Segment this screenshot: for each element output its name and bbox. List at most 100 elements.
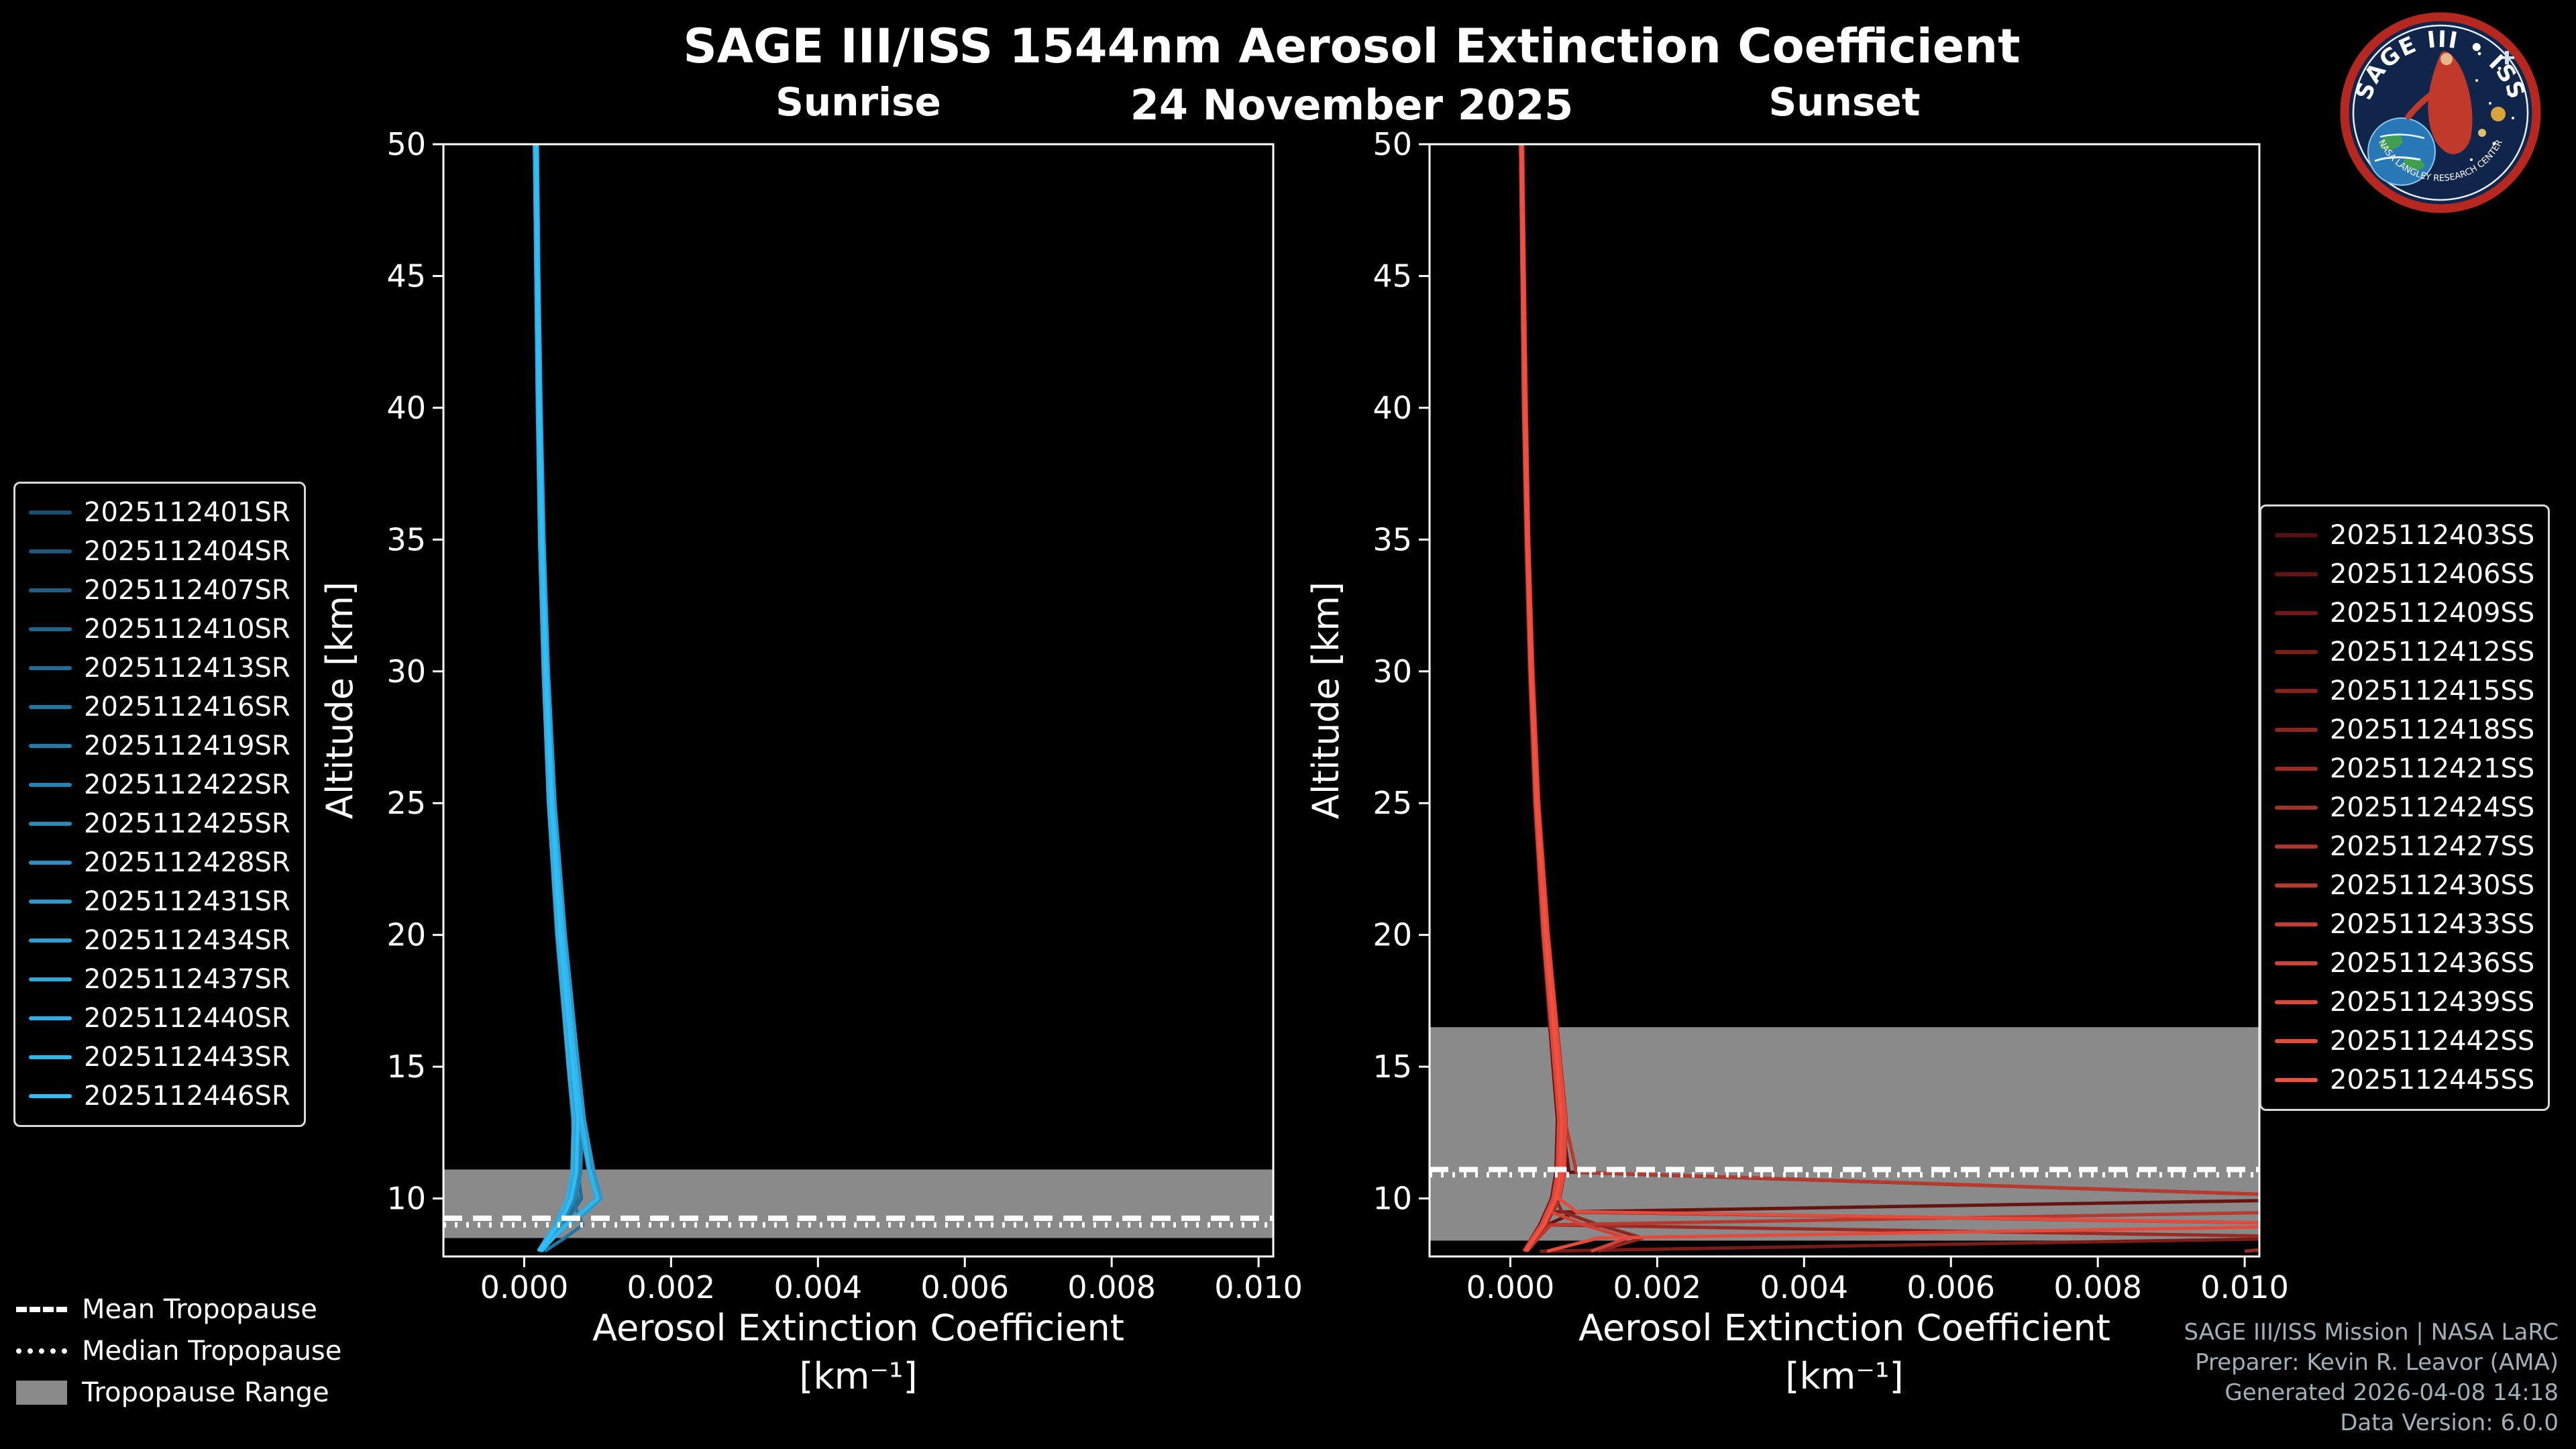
legend-line-swatch: [2275, 533, 2318, 537]
legend-line-swatch: [2275, 922, 2318, 926]
x-tick-label: 0.006: [1907, 1269, 1995, 1305]
legend-item-2025112427SS: 2025112427SS: [2275, 827, 2534, 866]
y-tick-label: 30: [1373, 653, 1412, 690]
x-axis-label: Aerosol Extinction Coefficient: [1578, 1307, 2110, 1349]
legend-line-swatch: [29, 1016, 72, 1020]
legend-line-swatch: [2275, 961, 2318, 965]
legend-line-swatch: [29, 938, 72, 943]
legend-item-2025112424SS: 2025112424SS: [2275, 788, 2534, 827]
robed-figure-icon: [2405, 51, 2473, 154]
legend-line-swatch: [29, 666, 72, 670]
legend-item-label: 2025112413SR: [84, 653, 290, 684]
y-tick-label: 40: [386, 390, 426, 426]
legend-item-label: 2025112419SR: [84, 731, 290, 761]
sunset-plot: 0.000 0.002 0.004 0.006 0.008 0.010 10 15 20 25 30…: [1305, 79, 2289, 1397]
x-tick-label: 0.004: [773, 1269, 862, 1305]
legend-item-2025112415SS: 2025112415SS: [2275, 672, 2534, 710]
legend-line-swatch: [29, 861, 72, 865]
legend-item-2025112421SS: 2025112421SS: [2275, 749, 2534, 788]
legend-item-label: 2025112403SS: [2330, 520, 2535, 551]
median-tropopause-line-icon: [16, 1348, 67, 1354]
legend-item-label: 2025112415SS: [2330, 676, 2535, 706]
legend-line-swatch: [2275, 728, 2318, 732]
legend-line-swatch: [29, 1094, 72, 1098]
legend-item-2025112437SR: 2025112437SR: [29, 960, 290, 999]
logo-badge: SAGE III • ISS NASA LANGLEY RESEARCH CEN…: [2340, 12, 2541, 213]
legend-item-2025112445SS: 2025112445SS: [2275, 1061, 2534, 1099]
y-tick-label: 50: [386, 126, 426, 162]
legend-item-2025112428SR: 2025112428SR: [29, 843, 290, 882]
legend-item-label: 2025112404SR: [84, 536, 290, 567]
figure-title: SAGE III/ISS 1544nm Aerosol Extinction C…: [683, 19, 2021, 74]
legend-item-2025112403SS: 2025112403SS: [2275, 516, 2534, 555]
y-tick-label: 35: [1373, 521, 1412, 557]
planet-icon: [2478, 129, 2486, 137]
x-axis-units: [km⁻¹]: [799, 1355, 917, 1397]
legend-item-label: 2025112421SS: [2330, 753, 2535, 784]
legend-item-label: 2025112401SR: [84, 497, 290, 528]
legend-row-mean-tropopause: Mean Tropopause: [16, 1293, 341, 1326]
tropopause-range-label: Tropopause Range: [82, 1377, 329, 1408]
legend-item-label: 2025112410SR: [84, 614, 290, 645]
legend-item-2025112413SR: 2025112413SR: [29, 649, 290, 688]
x-tick-label: 0.010: [2200, 1269, 2289, 1305]
legend-item-label: 2025112436SS: [2330, 948, 2535, 979]
x-tick-label: 0.002: [1613, 1269, 1702, 1305]
legend-line-swatch: [2275, 806, 2318, 810]
legend-item-label: 2025112430SS: [2330, 870, 2535, 901]
tropopause-legend: Mean Tropopause Median Tropopause Tropop…: [16, 1293, 341, 1409]
moon-icon: [2491, 107, 2506, 121]
legend-item-2025112406SS: 2025112406SS: [2275, 555, 2534, 594]
legend-item-2025112407SR: 2025112407SR: [29, 571, 290, 610]
y-tick-label: 50: [1373, 126, 1412, 162]
y-tick-label: 25: [1373, 785, 1412, 821]
median-tropopause-label: Median Tropopause: [82, 1336, 342, 1366]
legend-item-2025112431SR: 2025112431SR: [29, 882, 290, 921]
profile-line-2025112445SS: [1519, 144, 1564, 1252]
legend-row-median-tropopause: Median Tropopause: [16, 1335, 341, 1367]
legend-line-swatch: [29, 705, 72, 709]
sunrise-plot: 0.000 0.002 0.004 0.006 0.008 0.010 10 15 20 25 30…: [319, 79, 1303, 1397]
legend-item-2025112409SS: 2025112409SS: [2275, 594, 2534, 633]
legend-row-tropopause-range: Tropopause Range: [16, 1377, 341, 1409]
legend-line-swatch: [29, 549, 72, 553]
legend-item-label: 2025112422SR: [84, 769, 290, 800]
legend-line-swatch: [2275, 767, 2318, 771]
x-tick-label: 0.004: [1760, 1269, 1848, 1305]
legend-item-label: 2025112433SS: [2330, 909, 2535, 940]
legend-item-label: 2025112443SR: [84, 1042, 290, 1073]
x-axis-label: Aerosol Extinction Coefficient: [592, 1307, 1124, 1349]
legend-item-2025112418SS: 2025112418SS: [2275, 710, 2534, 749]
x-tick-label: 0.002: [627, 1269, 716, 1305]
legend-line-swatch: [29, 900, 72, 904]
legend-item-2025112442SS: 2025112442SS: [2275, 1022, 2534, 1061]
legend-line-swatch: [29, 627, 72, 631]
legend-item-2025112439SS: 2025112439SS: [2275, 983, 2534, 1022]
legend-item-label: 2025112431SR: [84, 886, 290, 917]
sunset-panel-title: Sunset: [1769, 79, 1921, 125]
legend-item-label: 2025112407SR: [84, 575, 290, 606]
y-tick-label: 45: [1373, 258, 1412, 294]
credit-version: Data Version: 6.0.0: [2340, 1409, 2559, 1436]
stars-decoration: [2470, 52, 2514, 161]
y-tick-label: 10: [1373, 1181, 1412, 1217]
legend-line-swatch: [29, 783, 72, 787]
figure-date: 24 November 2025: [1130, 80, 1574, 129]
legend-line-swatch: [2275, 611, 2318, 615]
legend-item-label: 2025112434SR: [84, 925, 290, 956]
credits: SAGE III/ISS Mission | NASA LaRC Prepare…: [2184, 1318, 2559, 1438]
legend-line-swatch: [29, 744, 72, 748]
legend-item-2025112410SR: 2025112410SR: [29, 610, 290, 649]
legend-item-label: 2025112440SR: [84, 1003, 290, 1034]
legend-item-2025112419SR: 2025112419SR: [29, 727, 290, 765]
profile-line-2025112440SR: [533, 144, 576, 1252]
legend-item-label: 2025112406SS: [2330, 559, 2535, 590]
credit-mission: SAGE III/ISS Mission | NASA LaRC: [2184, 1319, 2559, 1346]
legend-item-2025112404SR: 2025112404SR: [29, 532, 290, 571]
x-tick-label: 0.000: [480, 1269, 569, 1305]
legend-line-swatch: [29, 511, 72, 515]
legend-line-swatch: [2275, 1078, 2318, 1082]
legend-item-label: 2025112439SS: [2330, 987, 2535, 1018]
legend-line-swatch: [29, 977, 72, 981]
y-tick-label: 15: [1373, 1049, 1412, 1085]
